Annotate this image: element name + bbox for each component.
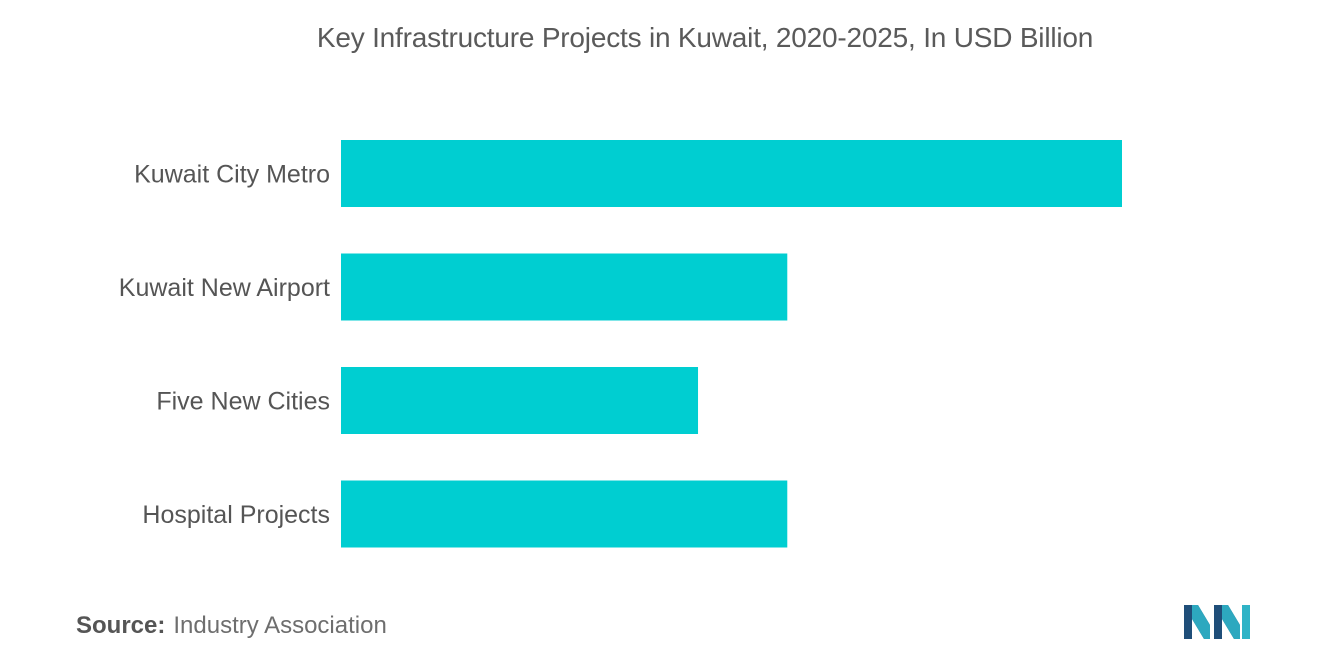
category-label: Five New Cities	[156, 388, 330, 416]
bar-five-new-cities	[341, 367, 699, 434]
bar-kuwait-new-airport	[341, 253, 788, 321]
bar-kuwait-city-metro	[341, 140, 1122, 207]
category-label: Kuwait New Airport	[119, 274, 330, 302]
category-label: Hospital Projects	[142, 501, 330, 529]
source-label: Source:	[76, 612, 166, 639]
category-label: Kuwait City Metro	[134, 161, 330, 189]
bars-layer	[341, 140, 1122, 548]
source-note: Source: Industry Association	[76, 612, 387, 640]
chart-title: Key Infrastructure Projects in Kuwait, 2…	[316, 22, 1094, 53]
bar-hospital-projects	[341, 480, 788, 548]
mordor-intelligence-logo-icon	[1184, 605, 1250, 639]
category-labels-layer: Kuwait City Metro Kuwait New Airport Five …	[119, 161, 330, 530]
bar-chart: Kuwait City Metro Kuwait New Airport Five …	[119, 140, 1122, 548]
source-text: Industry Association	[173, 612, 387, 639]
